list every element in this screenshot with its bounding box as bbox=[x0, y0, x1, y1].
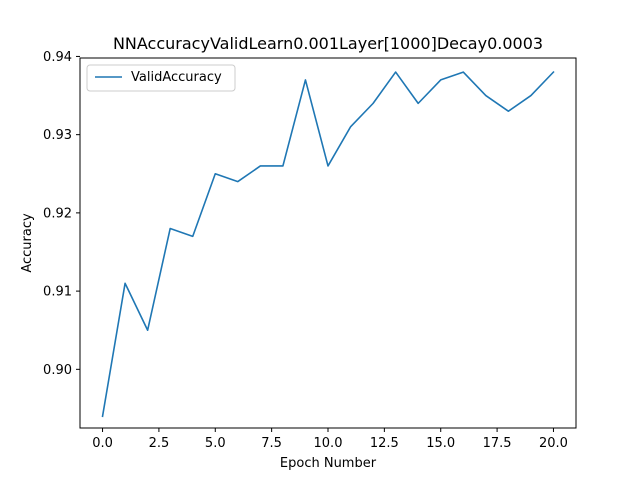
y-tick-label: 0.90 bbox=[43, 363, 72, 378]
y-tick-label: 0.92 bbox=[43, 206, 72, 221]
x-tick-label: 2.5 bbox=[149, 436, 170, 451]
legend: ValidAccuracy bbox=[86, 64, 236, 92]
x-tick-label: 0.0 bbox=[92, 436, 113, 451]
x-tick-label: 5.0 bbox=[205, 436, 226, 451]
data-point bbox=[124, 282, 126, 284]
data-point bbox=[350, 126, 352, 128]
x-axis-label: Epoch Number bbox=[280, 456, 377, 471]
data-point bbox=[327, 165, 329, 167]
series-group bbox=[101, 70, 555, 418]
x-tick-label: 12.5 bbox=[370, 436, 399, 451]
y-tick-label: 0.93 bbox=[43, 128, 72, 143]
legend-label: ValidAccuracy bbox=[131, 70, 222, 85]
data-point bbox=[440, 79, 442, 81]
y-axis-ticks: 0.90 0.91 0.92 0.93 0.94 bbox=[43, 50, 80, 378]
chart-title: NNAccuracyValidLearn0.001Layer[1000]Deca… bbox=[113, 34, 543, 53]
y-tick-label: 0.91 bbox=[43, 285, 72, 300]
data-point bbox=[192, 236, 194, 238]
data-point bbox=[372, 103, 374, 105]
data-point bbox=[462, 71, 464, 73]
data-point bbox=[169, 228, 171, 230]
data-point bbox=[260, 165, 262, 167]
x-tick-label: 7.5 bbox=[261, 436, 282, 451]
data-point bbox=[102, 415, 104, 417]
plot-frame bbox=[79, 57, 577, 429]
data-point bbox=[553, 71, 555, 73]
y-axis-label: Accuracy bbox=[20, 213, 35, 273]
data-point bbox=[214, 173, 216, 175]
data-point bbox=[282, 165, 284, 167]
data-point bbox=[530, 95, 532, 97]
x-tick-label: 20.0 bbox=[539, 436, 568, 451]
series-line-0 bbox=[101, 70, 555, 418]
data-point bbox=[147, 329, 149, 331]
data-point bbox=[417, 103, 419, 105]
legend-box bbox=[86, 64, 236, 92]
data-point bbox=[305, 79, 307, 81]
x-axis-ticks: 0.0 2.5 5.0 7.5 10.0 12.5 15.0 17.5 20.0 bbox=[92, 428, 568, 451]
x-tick-label: 15.0 bbox=[426, 436, 455, 451]
x-tick-label: 10.0 bbox=[314, 436, 343, 451]
x-tick-label: 17.5 bbox=[483, 436, 512, 451]
data-point bbox=[485, 95, 487, 97]
y-tick-label: 0.94 bbox=[43, 50, 72, 65]
data-point bbox=[508, 110, 510, 112]
data-point bbox=[395, 71, 397, 73]
data-point bbox=[237, 181, 239, 183]
